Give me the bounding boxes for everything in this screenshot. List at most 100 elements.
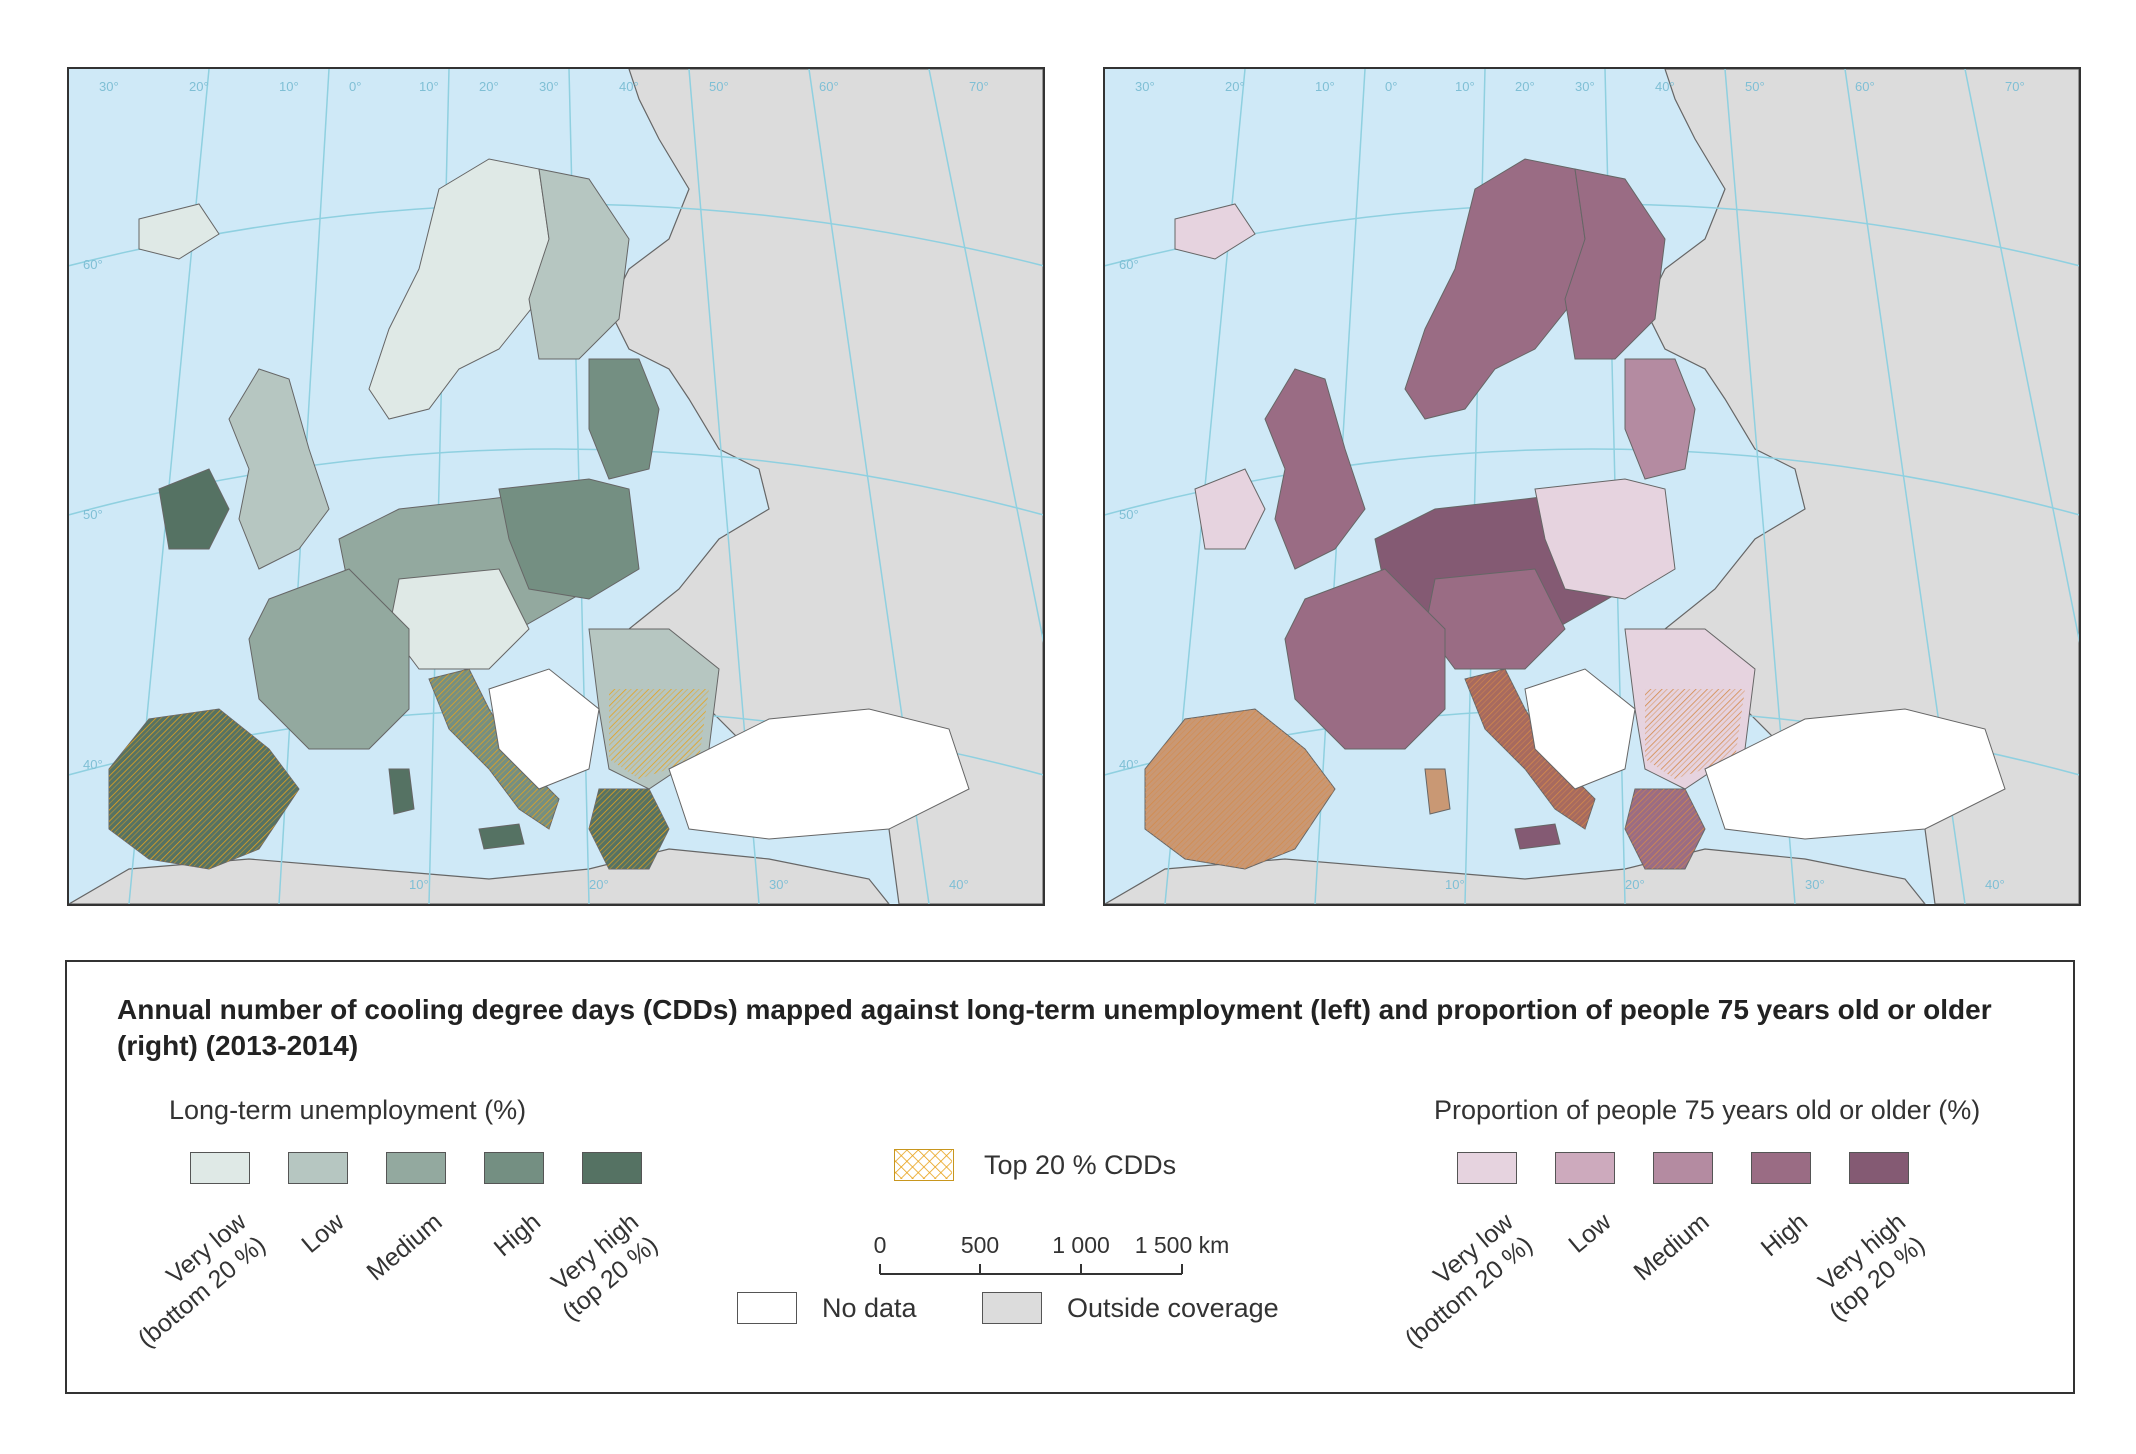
- sicily: [478, 823, 525, 850]
- legend-right-class-1: Very low (bottom 20 %): [1380, 1207, 1539, 1354]
- legend-nodata-label: No data: [822, 1293, 917, 1323]
- italy-cdd: [1465, 669, 1595, 829]
- legend-right-swatch-2: [1555, 1152, 1615, 1184]
- sardinia: [388, 768, 415, 815]
- france: [248, 568, 410, 750]
- svg-text:10°: 10°: [419, 79, 439, 94]
- iceland: [138, 203, 220, 260]
- svg-text:60°: 60°: [1855, 79, 1875, 94]
- legend-right-class-4-line-1: High: [1755, 1207, 1813, 1263]
- greece-cdd: [1625, 789, 1705, 869]
- svg-text:20°: 20°: [589, 877, 609, 892]
- legend-right-class-2-line-1: Low: [1563, 1207, 1617, 1259]
- balkans-nodata: [488, 668, 600, 790]
- map-right-svg: 30° 20° 10° 0° 10° 20° 30° 40° 50° 60° 7…: [1105, 69, 2079, 904]
- scale-tick-0: 0: [873, 1232, 887, 1258]
- turkey-nodata: [668, 708, 970, 840]
- poland: [1534, 478, 1676, 600]
- romania-cdd: [1645, 689, 1745, 779]
- legend-left-class-1: Very low (bottom 20 %): [113, 1207, 272, 1354]
- legend-right-class-3: Medium: [1628, 1207, 1715, 1287]
- svg-text:30°: 30°: [1805, 877, 1825, 892]
- svg-text:0°: 0°: [349, 79, 361, 94]
- turkey-nodata: [1704, 708, 2006, 840]
- svg-text:10°: 10°: [1455, 79, 1475, 94]
- legend-left-class-5: Very high (top 20 %): [537, 1207, 664, 1327]
- svg-text:30°: 30°: [1575, 79, 1595, 94]
- svg-text:50°: 50°: [1745, 79, 1765, 94]
- baltics: [1624, 358, 1696, 480]
- uk: [228, 368, 330, 570]
- svg-text:20°: 20°: [189, 79, 209, 94]
- legend-left-swatch-4: [484, 1152, 544, 1184]
- iberia-cdd: [1145, 709, 1335, 869]
- scale-tick-1000: 1 000: [1052, 1232, 1110, 1258]
- svg-text:10°: 10°: [1315, 79, 1335, 94]
- legend-left-class-2: Low: [296, 1207, 350, 1259]
- scale-bar: 0 500 1 000 1 500 km: [862, 1232, 1229, 1282]
- svg-text:60°: 60°: [819, 79, 839, 94]
- svg-text:10°: 10°: [409, 877, 429, 892]
- svg-text:70°: 70°: [969, 79, 989, 94]
- legend-box: Annual number of cooling degree days (CD…: [65, 960, 2075, 1394]
- baltics: [588, 358, 660, 480]
- svg-text:30°: 30°: [1135, 79, 1155, 94]
- legend-left-swatch-2: [288, 1152, 348, 1184]
- sardinia: [1424, 768, 1451, 815]
- svg-text:20°: 20°: [1515, 79, 1535, 94]
- ireland: [1194, 468, 1266, 550]
- legend-cdd-swatch: [894, 1149, 954, 1181]
- svg-text:40°: 40°: [619, 79, 639, 94]
- svg-text:10°: 10°: [1445, 877, 1465, 892]
- romania-cdd: [609, 689, 709, 779]
- svg-text:20°: 20°: [1625, 877, 1645, 892]
- finland: [1564, 168, 1666, 360]
- legend-left-swatch-5: [582, 1152, 642, 1184]
- svg-text:30°: 30°: [769, 877, 789, 892]
- svg-text:70°: 70°: [2005, 79, 2025, 94]
- svg-text:40°: 40°: [1985, 877, 2005, 892]
- svg-text:0°: 0°: [1385, 79, 1397, 94]
- italy-cdd: [429, 669, 559, 829]
- svg-text:20°: 20°: [479, 79, 499, 94]
- scale-tick-500: 500: [960, 1232, 1000, 1258]
- legend-right-swatch-1: [1457, 1152, 1517, 1184]
- uk: [1264, 368, 1366, 570]
- legend-left-swatch-3: [386, 1152, 446, 1184]
- legend-left-class-3: Medium: [361, 1207, 448, 1287]
- legend-left-class-3-line-1: Medium: [361, 1207, 448, 1287]
- svg-text:60°: 60°: [83, 257, 103, 272]
- legend-right-heading: Proportion of people 75 years old or old…: [1434, 1095, 1981, 1125]
- map-left-svg: 30° 20° 10° 0° 10° 20° 30° 40° 50° 60° 7…: [69, 69, 1043, 904]
- ireland: [158, 468, 230, 550]
- graticule-labels: 30° 20° 10° 0° 10° 20° 30° 40° 50° 60° 7…: [1119, 79, 2025, 892]
- legend-right-class-5: Very high (top 20 %): [1804, 1207, 1931, 1327]
- svg-text:50°: 50°: [709, 79, 729, 94]
- iceland: [1174, 203, 1256, 260]
- legend-left-class-4: High: [488, 1207, 547, 1263]
- svg-text:20°: 20°: [1225, 79, 1245, 94]
- svg-text:30°: 30°: [99, 79, 119, 94]
- greece-cdd: [589, 789, 669, 869]
- svg-text:30°: 30°: [539, 79, 559, 94]
- legend-right-swatch-5: [1849, 1152, 1909, 1184]
- map-right-elderly: 30° 20° 10° 0° 10° 20° 30° 40° 50° 60° 7…: [1103, 67, 2081, 906]
- legend-outside-swatch: [982, 1292, 1042, 1324]
- legend-nodata-swatch: [737, 1292, 797, 1324]
- legend-right-class-4: High: [1755, 1207, 1814, 1263]
- legend-right-class-3-line-1: Medium: [1628, 1207, 1715, 1287]
- sicily: [1514, 823, 1561, 850]
- legend-left-class-2-line-1: Low: [296, 1207, 350, 1259]
- legend-left-swatch-1: [190, 1152, 250, 1184]
- legend-cdd-label: Top 20 % CDDs: [984, 1150, 1177, 1180]
- legend-right-swatch-4: [1751, 1152, 1811, 1184]
- legend-right-swatch-3: [1653, 1152, 1713, 1184]
- legend-right-class-2: Low: [1563, 1207, 1617, 1259]
- balkans-nodata: [1524, 668, 1636, 790]
- iberia-cdd: [109, 709, 299, 869]
- scale-tick-1500: 1 500 km: [1134, 1232, 1230, 1258]
- finland: [528, 168, 630, 360]
- svg-text:50°: 50°: [83, 507, 103, 522]
- svg-text:10°: 10°: [279, 79, 299, 94]
- svg-text:40°: 40°: [83, 757, 103, 772]
